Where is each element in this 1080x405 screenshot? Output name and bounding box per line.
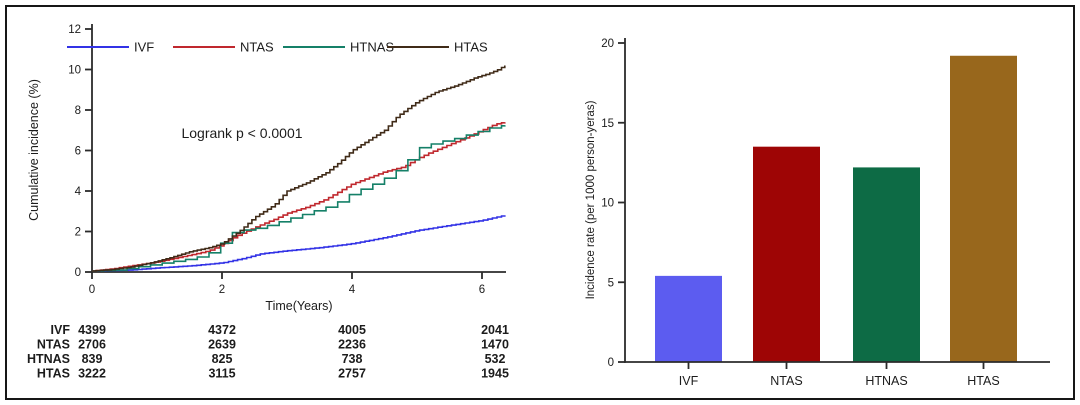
logrank-annotation: Logrank p < 0.0001 xyxy=(181,125,302,141)
legend-label: HTAS xyxy=(454,40,488,55)
risk-table-row-ntas: NTAS 2706 2639 2236 1470 xyxy=(37,338,509,352)
bar-y-axis-label: Incidence rate (per 1000 person-yeras) xyxy=(585,100,597,299)
km-series-ivf xyxy=(92,215,506,272)
risk-count: 532 xyxy=(485,352,506,366)
km-series-htas xyxy=(92,65,506,272)
figure-frame xyxy=(5,5,1075,400)
bar-category-label: NTAS xyxy=(770,374,802,388)
km-xtick-label: 0 xyxy=(89,284,95,296)
km-ytick-label: 12 xyxy=(68,24,81,36)
risk-row-label: HTNAS xyxy=(27,352,70,366)
risk-count: 3222 xyxy=(78,367,106,381)
risk-count: 738 xyxy=(342,352,363,366)
legend-item-htas: HTAS xyxy=(387,40,488,55)
risk-count: 2706 xyxy=(78,338,106,352)
risk-count: 2236 xyxy=(338,338,366,352)
bar-ytick-label: 0 xyxy=(608,357,614,369)
legend-item-ivf: IVF xyxy=(67,40,154,55)
risk-count: 4372 xyxy=(208,323,236,337)
km-ytick-label: 6 xyxy=(75,146,81,158)
risk-count: 2639 xyxy=(208,338,236,352)
bar-category-label: IVF xyxy=(679,374,699,388)
risk-row-label: HTAS xyxy=(37,367,70,381)
risk-row-label: IVF xyxy=(51,323,71,337)
risk-count: 1945 xyxy=(481,367,509,381)
legend-item-ntas: NTAS xyxy=(173,40,274,55)
km-ytick-label: 10 xyxy=(68,65,81,77)
km-series-htnas xyxy=(92,125,506,272)
risk-count: 4399 xyxy=(78,323,106,337)
km-ytick-label: 0 xyxy=(75,267,81,279)
bar-ytick-label: 10 xyxy=(601,198,614,210)
bar-ytick-label: 20 xyxy=(601,38,614,50)
bar-category-label: HTAS xyxy=(967,374,999,388)
km-ytick-label: 4 xyxy=(75,186,82,198)
risk-row-label: NTAS xyxy=(37,338,70,352)
bar-ntas xyxy=(753,146,820,362)
legend-label: NTAS xyxy=(240,40,274,55)
bar-category-label: HTNAS xyxy=(865,374,907,388)
risk-count: 3115 xyxy=(208,367,235,381)
km-xtick-label: 6 xyxy=(479,284,485,296)
risk-table-row-htas: HTAS 3222 3115 2757 1945 xyxy=(37,367,509,381)
bar-axes xyxy=(618,38,1050,369)
risk-count: 4005 xyxy=(338,323,366,337)
incidence-rate-bar-chart: 0 5 10 15 20 IVF NTAS HTNAS HTAS Incidence rate (… xyxy=(585,38,1050,388)
bar-htas xyxy=(950,55,1017,362)
bar-ivf xyxy=(655,275,722,362)
km-axes xyxy=(85,24,506,279)
risk-table-row-htnas: HTNAS 839 825 738 532 xyxy=(27,352,506,366)
risk-count: 825 xyxy=(212,352,233,366)
risk-count: 2757 xyxy=(338,367,366,381)
bar-htnas xyxy=(853,167,920,362)
risk-count: 2041 xyxy=(481,323,509,337)
legend-label: HTNAS xyxy=(350,40,394,55)
km-xtick-label: 4 xyxy=(349,284,356,296)
bar-ytick-label: 5 xyxy=(608,277,614,289)
legend-label: IVF xyxy=(134,40,154,55)
km-ytick-label: 2 xyxy=(75,227,81,239)
km-y-axis-label: Cumulative incidence (%) xyxy=(27,79,41,221)
km-ytick-label: 8 xyxy=(75,105,81,117)
risk-table-row-ivf: IVF 4399 4372 4005 2041 xyxy=(51,323,509,337)
km-cumulative-incidence-chart: 0 2 4 6 8 10 12 0 2 4 6 Time(Years) Cumulative incid… xyxy=(27,24,509,381)
km-xtick-label: 2 xyxy=(219,284,225,296)
bar-ytick-label: 15 xyxy=(601,118,614,130)
risk-count: 1470 xyxy=(481,338,509,352)
legend-item-htnas: HTNAS xyxy=(283,40,394,55)
km-x-axis-label: Time(Years) xyxy=(265,299,332,313)
risk-count: 839 xyxy=(82,352,103,366)
